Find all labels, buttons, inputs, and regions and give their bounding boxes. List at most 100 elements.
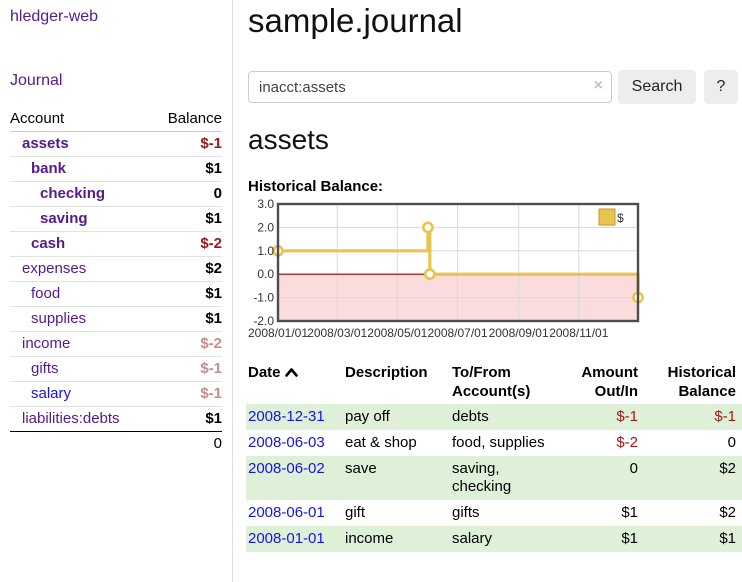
account-link-income[interactable]: income [22, 335, 71, 352]
svg-text:2.0: 2.0 [257, 220, 274, 234]
account-link-salary[interactable]: salary [31, 385, 72, 402]
date-column-header[interactable]: Date [246, 360, 343, 404]
account-row-expenses: expenses $2 [10, 256, 222, 282]
account-balance: $1 [151, 406, 222, 432]
account-column-header: Account [10, 107, 152, 132]
transaction-date-link[interactable]: 2008-06-02 [248, 460, 325, 477]
transaction-description: save [345, 460, 377, 477]
account-row-gifts: gifts $-1 [10, 356, 222, 382]
legend-label: $ [617, 211, 624, 225]
svg-text:2008/11/01: 2008/11/01 [549, 326, 608, 340]
transaction-date-link[interactable]: 2008-06-01 [248, 504, 325, 521]
transaction-balance: $-1 [714, 408, 736, 425]
search-bar: × Search ? [248, 70, 742, 104]
chart-legend: $ [598, 208, 624, 226]
main-content: sample.journal × Search ? assets Histori… [246, 0, 742, 582]
svg-text:2008/07/01: 2008/07/01 [427, 326, 487, 340]
transaction-amount: $1 [621, 530, 638, 547]
account-balance: $-1 [151, 356, 222, 382]
account-row-checking: checking 0 [10, 181, 222, 207]
account-link-checking[interactable]: checking [40, 185, 106, 202]
page-title: sample.journal [248, 2, 463, 39]
account-balance: 0 [151, 181, 222, 207]
clear-search-icon[interactable]: × [593, 77, 603, 94]
transaction-description: pay off [345, 408, 390, 425]
chart-title: Historical Balance: [248, 178, 384, 195]
account-link-assets[interactable]: assets [22, 135, 69, 152]
account-balance: $2 [151, 256, 222, 282]
account-balance: $1 [151, 156, 222, 182]
transaction-description: eat & shop [345, 434, 417, 451]
transaction-accounts: gifts [452, 504, 480, 521]
account-row-income: income $-2 [10, 331, 222, 357]
transaction-date-link[interactable]: 2008-06-03 [248, 434, 325, 451]
transaction-row: 2008-01-01 income salary $1 $1 [246, 526, 742, 552]
account-balance: $-2 [151, 231, 222, 257]
account-link-supplies[interactable]: supplies [31, 310, 87, 327]
account-row-food: food $1 [10, 281, 222, 307]
account-balance: $1 [151, 281, 222, 307]
transaction-accounts: salary [452, 530, 493, 547]
account-link-cash[interactable]: cash [31, 235, 66, 252]
account-link-food[interactable]: food [31, 285, 61, 302]
transaction-amount: $1 [621, 504, 638, 521]
svg-text:2008/03/01: 2008/03/01 [307, 326, 367, 340]
sidebar-item-journal[interactable]: Journal [10, 72, 63, 89]
y-axis-labels: 3.0 2.0 1.0 0.0 -1.0 -2.0 [253, 197, 274, 328]
vertical-gridlines [336, 205, 580, 320]
transaction-row: 2008-06-03 eat & shop food, supplies $-2… [246, 430, 742, 456]
svg-text:2008/09/01: 2008/09/01 [489, 326, 549, 340]
transaction-accounts: saving, checking [452, 460, 512, 495]
account-balance: $-2 [151, 331, 222, 357]
account-balance: $1 [151, 306, 222, 332]
app-brand-link[interactable]: hledger-web [10, 8, 99, 25]
account-row-salary: salary $-1 [10, 381, 222, 407]
account-row-assets: assets $-1 [10, 132, 222, 157]
transaction-date-link[interactable]: 2008-01-01 [248, 530, 325, 547]
description-column-header: Description [345, 364, 428, 381]
account-link-liabilities-debts[interactable]: liabilities:debts [22, 410, 120, 427]
plot-border [276, 202, 640, 323]
transaction-balance: $1 [719, 530, 736, 547]
accounts-total-row: 0 [10, 431, 222, 456]
transaction-balance: 0 [727, 434, 736, 451]
account-balance: $-1 [151, 381, 222, 407]
search-input[interactable] [248, 71, 612, 103]
transaction-date-link[interactable]: 2008-12-31 [248, 408, 325, 425]
transaction-amount: $-1 [616, 408, 638, 425]
transaction-row: 2008-06-01 gift gifts $1 $2 [246, 500, 742, 526]
account-row-saving: saving $1 [10, 206, 222, 232]
svg-text:3.0: 3.0 [257, 197, 274, 211]
account-page-title: assets [248, 124, 329, 155]
account-balance: $1 [151, 206, 222, 232]
transaction-accounts: food, supplies [452, 434, 545, 451]
account-link-saving[interactable]: saving [40, 210, 88, 227]
account-row-liabilities-debts: liabilities:debts $1 [10, 406, 222, 432]
balance-column-header: Balance [151, 107, 222, 132]
transaction-amount: $-2 [616, 434, 638, 451]
help-button[interactable]: ? [704, 70, 738, 104]
transaction-balance: $2 [719, 504, 736, 521]
account-link-gifts[interactable]: gifts [31, 360, 59, 377]
account-row-bank: bank $1 [10, 156, 222, 182]
transaction-balance: $2 [719, 460, 736, 477]
account-balance: $-1 [200, 135, 222, 152]
amount-column-header: Amount Out/In [581, 364, 638, 400]
transaction-row: 2008-06-02 save saving, checking 0 $2 [246, 456, 742, 500]
search-button[interactable]: Search [618, 70, 696, 104]
x-axis-labels: 2008/01/01 2008/03/01 2008/05/01 2008/07… [248, 326, 609, 340]
transaction-accounts: debts [452, 408, 489, 425]
account-link-bank[interactable]: bank [31, 160, 67, 177]
svg-text:2008/01/01: 2008/01/01 [248, 326, 308, 340]
balance-column-header: Historical Balance [667, 364, 736, 400]
svg-text:2008/05/01: 2008/05/01 [367, 326, 427, 340]
account-link-expenses[interactable]: expenses [22, 260, 87, 277]
legend-swatch-icon [598, 208, 616, 226]
svg-text:1.0: 1.0 [257, 244, 274, 258]
accounts-column-header: To/From Account(s) [452, 364, 531, 400]
svg-text:-2.0: -2.0 [253, 314, 274, 328]
transaction-row: 2008-12-31 pay off debts $-1 $-1 [246, 404, 742, 430]
transaction-description: gift [345, 504, 366, 521]
svg-text:-1.0: -1.0 [253, 291, 274, 305]
accounts-total-value: 0 [151, 431, 222, 456]
